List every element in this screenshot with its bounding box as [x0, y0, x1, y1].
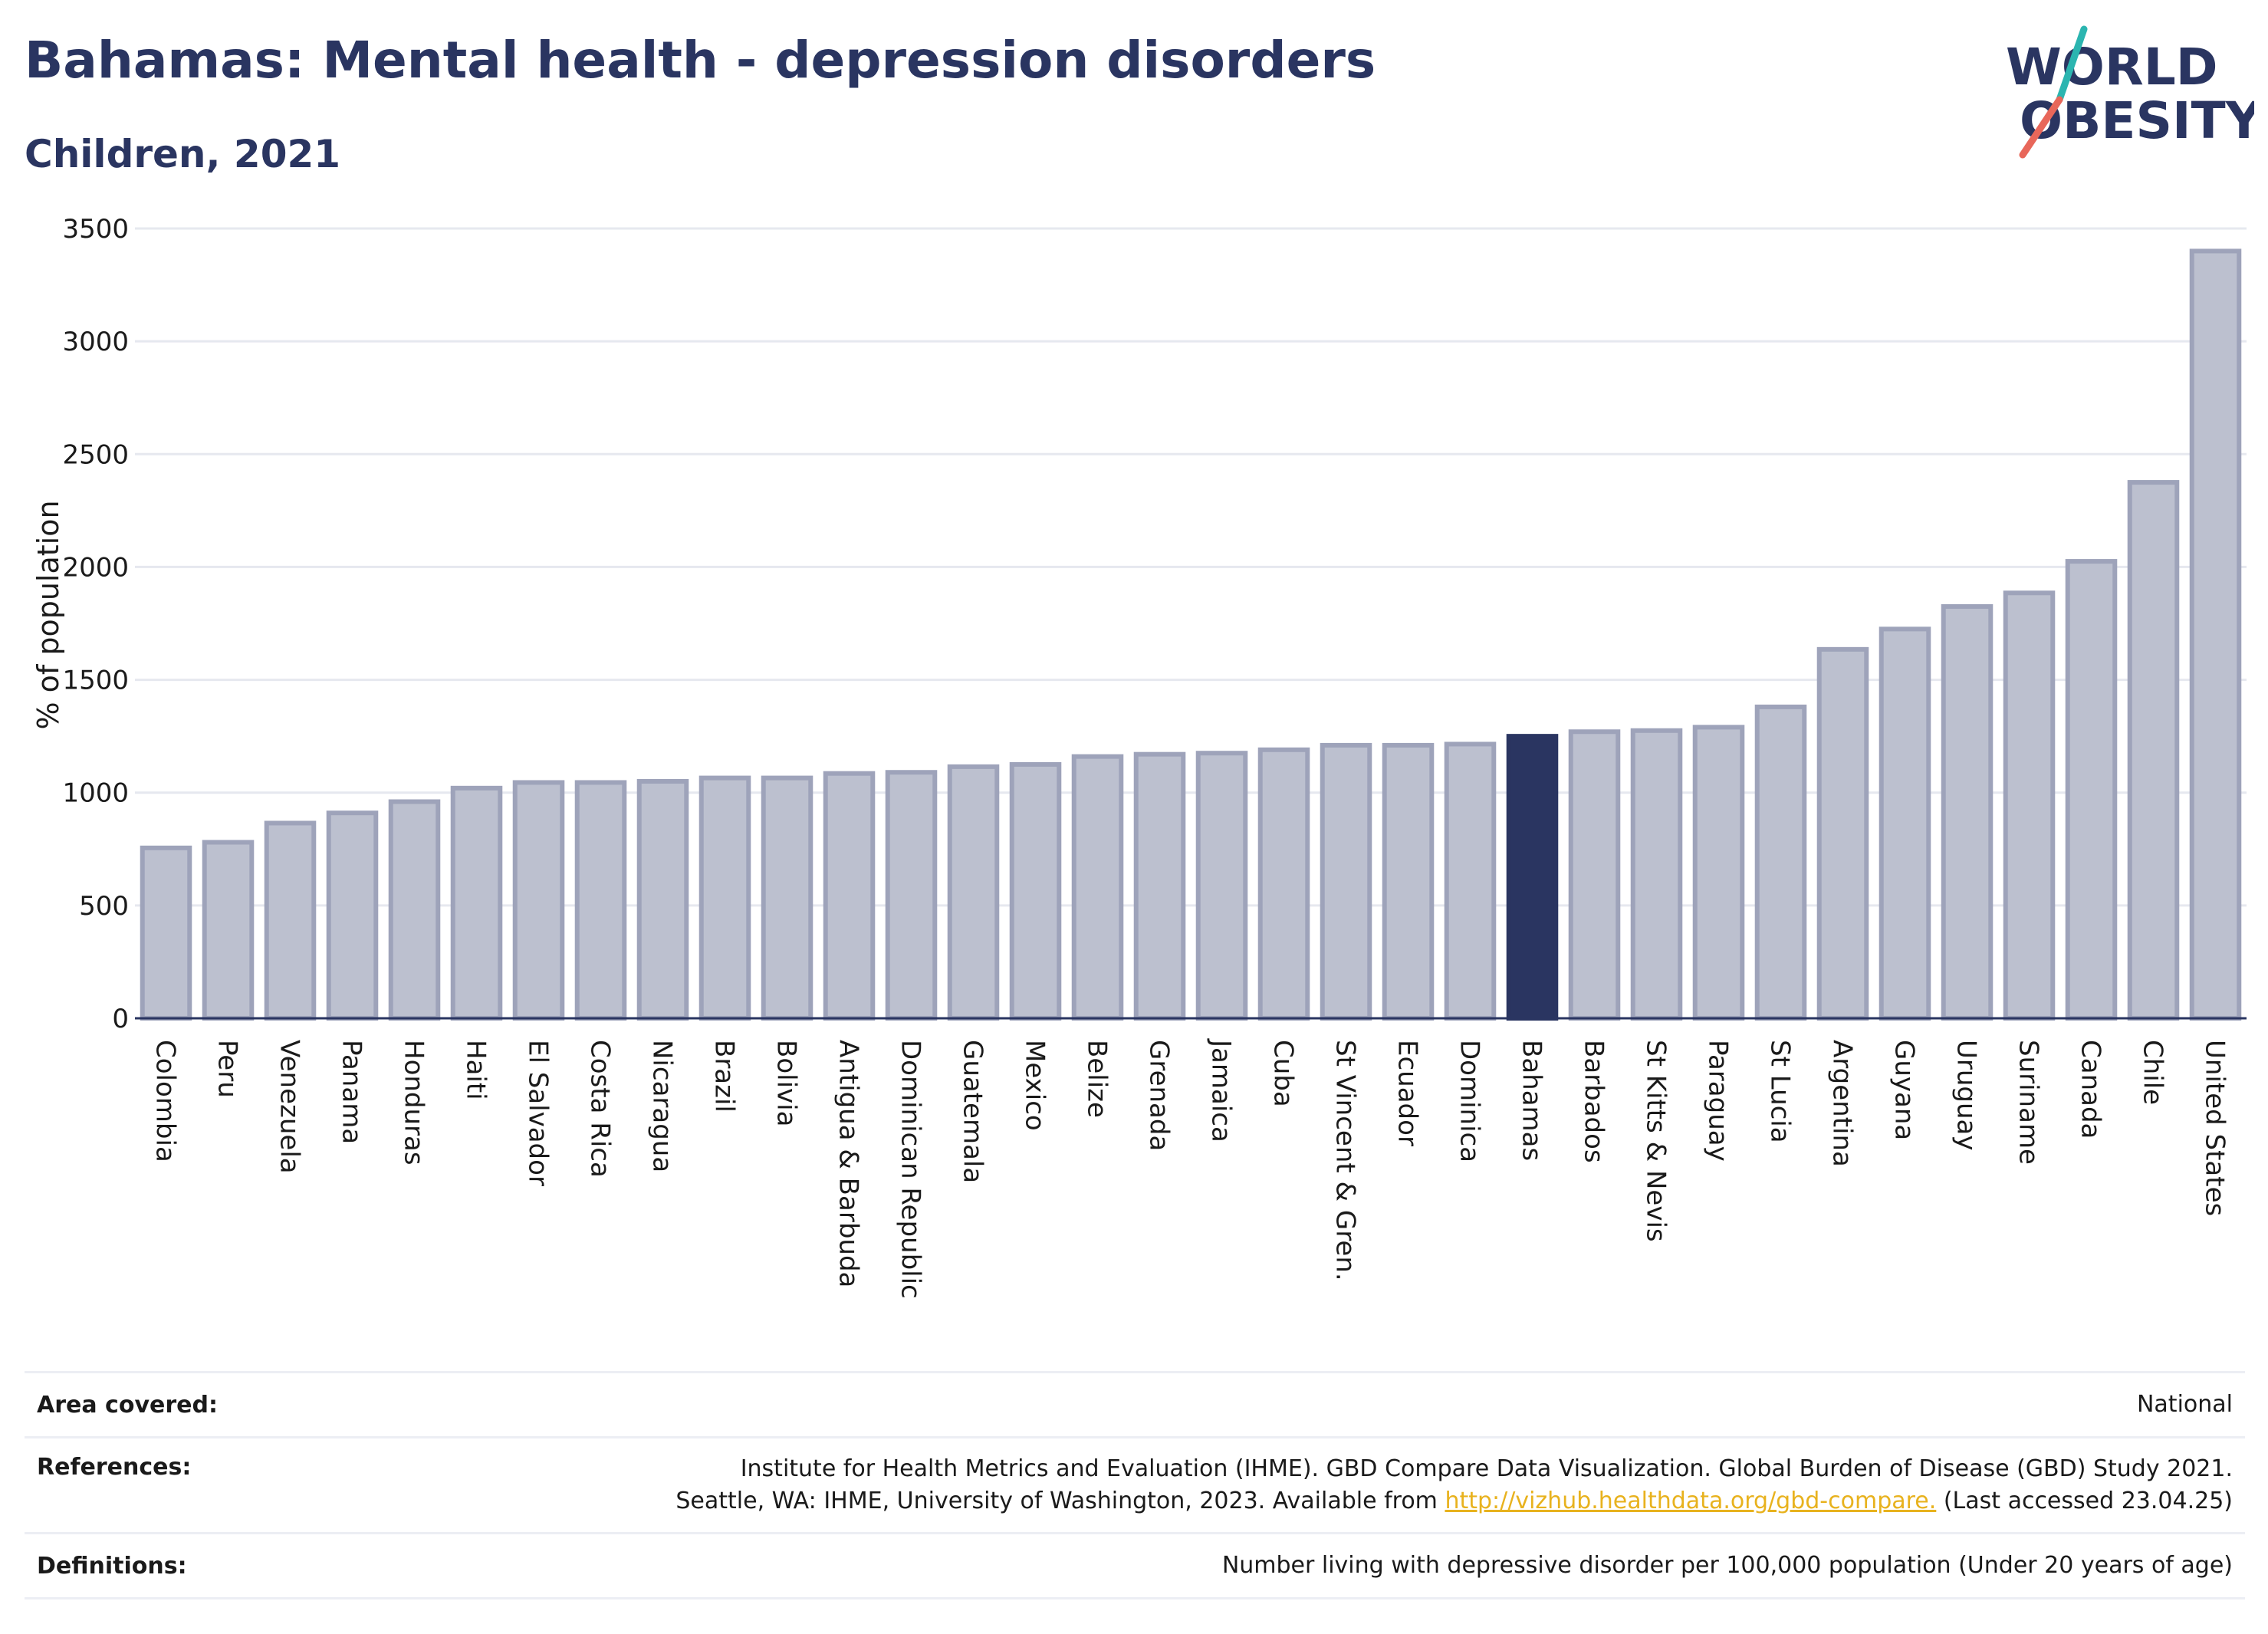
references-link[interactable]: http://vizhub.healthdata.org/gbd-compare…	[1445, 1488, 1937, 1514]
x-tick-label: Nicaragua	[647, 1040, 678, 1172]
y-tick-label: 1000	[62, 778, 129, 809]
bar-barbados	[1568, 729, 1621, 1021]
x-tick-label: United States	[2200, 1040, 2230, 1216]
definitions-label: Definitions:	[37, 1552, 187, 1580]
bar-dominican-republic	[885, 770, 938, 1021]
x-tick-label: Costa Rica	[585, 1040, 616, 1178]
bar-colombia	[140, 845, 192, 1021]
x-tick-label: Panama	[337, 1040, 367, 1144]
bar-bahamas	[1506, 734, 1559, 1021]
info-table: Area covered: National References: Insti…	[25, 1371, 2245, 1599]
x-tick-label: St Kitts & Nevis	[1641, 1040, 1671, 1242]
x-tick-label: Guatemala	[958, 1040, 988, 1183]
bar-bolivia	[761, 775, 814, 1021]
bar-venezuela	[264, 820, 317, 1021]
bar-costa-rica	[574, 780, 627, 1021]
x-tick-label: Grenada	[1144, 1040, 1175, 1151]
bar-st-vincent-gren-	[1320, 742, 1372, 1021]
bar-paraguay	[1692, 725, 1745, 1021]
area-covered-label: Area covered:	[37, 1391, 218, 1419]
bar-mexico	[1009, 761, 1062, 1021]
x-tick-label: Belize	[1082, 1040, 1113, 1118]
logo-word-1: WORLD	[2006, 38, 2218, 97]
bar-guyana	[1878, 626, 1931, 1021]
x-tick-label: Guyana	[1889, 1040, 1920, 1140]
bar-honduras	[388, 799, 441, 1021]
bar-cuba	[1257, 747, 1310, 1021]
bar-panama	[326, 810, 379, 1021]
x-tick-label: Argentina	[1827, 1040, 1858, 1167]
x-axis-labels: Colombia Peru Venezuela Panama Honduras Haiti…	[150, 1038, 2230, 1299]
bar-argentina	[1816, 646, 1869, 1021]
x-tick-label: Bolivia	[771, 1040, 802, 1126]
bars	[140, 248, 2242, 1021]
x-tick-label: Jamaica	[1206, 1038, 1237, 1142]
y-tick-label: 500	[79, 891, 129, 922]
bar-jamaica	[1195, 751, 1248, 1021]
x-tick-label: Brazil	[709, 1040, 740, 1113]
y-tick-label: 3000	[62, 327, 129, 357]
bar-chart: 0 500 1000 1500 2000 2500 3000 3500 Colombia Per…	[31, 214, 2247, 1299]
bar-grenada	[1133, 751, 1186, 1021]
bar-st-lucia	[1754, 704, 1807, 1021]
x-tick-label: Barbados	[1579, 1040, 1609, 1163]
chart-subtitle: Children, 2021	[25, 132, 341, 176]
x-tick-label: Paraguay	[1703, 1040, 1734, 1162]
y-tick-label: 2500	[62, 439, 129, 470]
x-tick-label: Bahamas	[1517, 1040, 1547, 1161]
references-label: References:	[37, 1454, 192, 1481]
bar-brazil	[698, 775, 751, 1021]
references-row: References: Institute for Health Metrics…	[25, 1436, 2245, 1532]
bar-peru	[202, 840, 255, 1021]
bar-uruguay	[1941, 603, 1994, 1021]
references-line-1: Institute for Health Metrics and Evaluat…	[740, 1455, 2233, 1482]
y-tick-label: 1500	[62, 666, 129, 696]
bar-suriname	[2003, 590, 2056, 1021]
x-tick-label: El Salvador	[523, 1040, 554, 1186]
bar-haiti	[450, 785, 503, 1021]
y-axis-label: % of population	[31, 500, 65, 729]
bar-dominica	[1444, 741, 1497, 1021]
bar-canada	[2065, 559, 2118, 1021]
references-value: Institute for Health Metrics and Evaluat…	[675, 1453, 2245, 1517]
x-tick-label: Ecuador	[1392, 1040, 1423, 1146]
x-tick-label: Honduras	[399, 1040, 429, 1165]
y-tick-label: 3500	[62, 214, 129, 245]
y-tick-label: 2000	[62, 552, 129, 583]
bar-nicaragua	[636, 779, 689, 1021]
bar-el-salvador	[512, 780, 565, 1021]
x-tick-label: Mexico	[1020, 1040, 1050, 1131]
y-tick-label: 0	[112, 1004, 129, 1034]
chart-title: Bahamas: Mental health - depression diso…	[25, 31, 1376, 90]
x-tick-label: Colombia	[150, 1040, 181, 1162]
x-tick-label: Haiti	[461, 1040, 491, 1100]
bar-st-kitts-nevis	[1630, 728, 1683, 1021]
x-tick-label: St Vincent & Gren.	[1330, 1040, 1361, 1281]
references-line-2-pre: Seattle, WA: IHME, University of Washing…	[675, 1488, 1445, 1514]
x-tick-label: Antigua & Barbuda	[833, 1040, 864, 1287]
definitions-row: Definitions: Number living with depressi…	[25, 1532, 2245, 1599]
y-axis-ticks: 0 500 1000 1500 2000 2500 3000 3500	[62, 214, 129, 1034]
bar-guatemala	[947, 764, 1000, 1021]
bar-chile	[2127, 480, 2180, 1021]
world-obesity-logo: WORLD OBESITY	[2006, 25, 2254, 159]
x-tick-label: Venezuela	[274, 1040, 305, 1174]
x-tick-label: St Lucia	[1765, 1040, 1796, 1143]
x-tick-label: Dominican Republic	[896, 1040, 926, 1299]
area-covered-row: Area covered: National	[25, 1371, 2245, 1436]
x-tick-label: Dominica	[1454, 1040, 1485, 1162]
area-covered-value: National	[2136, 1391, 2233, 1418]
definitions-value: Number living with depressive disorder p…	[1221, 1552, 2233, 1579]
x-tick-label: Uruguay	[1951, 1040, 1982, 1151]
x-tick-label: Suriname	[2013, 1040, 2044, 1165]
references-line-2-post: (Last accessed 23.04.25)	[1936, 1488, 2233, 1514]
bar-ecuador	[1382, 742, 1435, 1021]
bar-antigua-barbuda	[823, 771, 876, 1021]
bar-belize	[1071, 754, 1124, 1021]
x-tick-label: Peru	[212, 1040, 243, 1098]
x-tick-label: Canada	[2076, 1040, 2106, 1139]
x-tick-label: Cuba	[1268, 1040, 1299, 1107]
x-tick-label: Chile	[2138, 1040, 2168, 1105]
bar-united-states	[2189, 248, 2242, 1021]
